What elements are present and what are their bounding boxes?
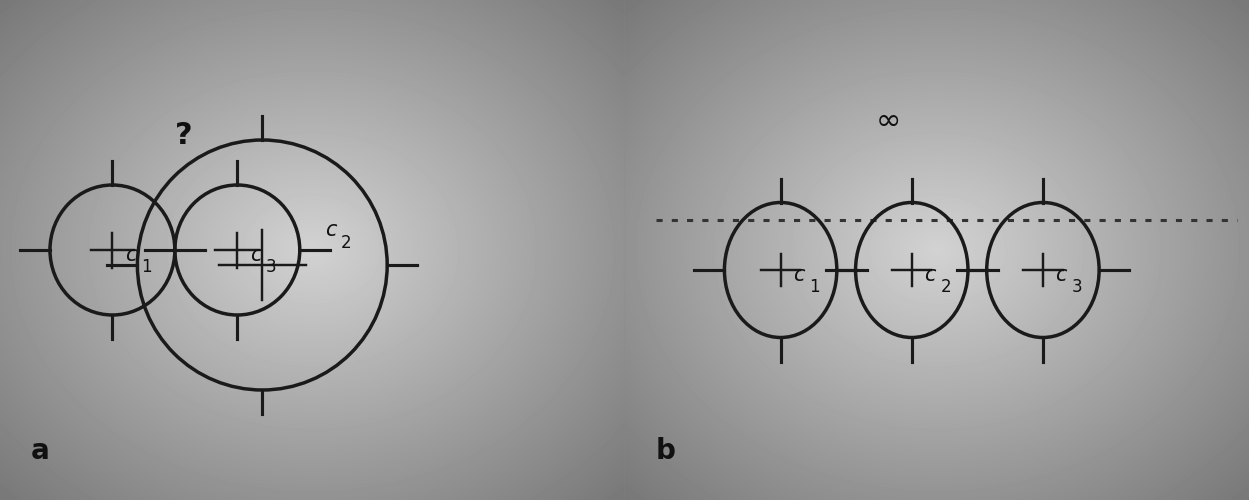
Text: $\infty$: $\infty$ xyxy=(874,106,899,134)
Text: $\mathbf{\mathit{c}}$: $\mathbf{\mathit{c}}$ xyxy=(125,245,139,265)
Text: $\mathbf{\mathit{1}}$: $\mathbf{\mathit{1}}$ xyxy=(140,258,151,276)
Text: $\mathbf{\mathit{c}}$: $\mathbf{\mathit{c}}$ xyxy=(325,220,338,240)
Text: $\mathbf{\mathit{2}}$: $\mathbf{\mathit{2}}$ xyxy=(340,234,351,252)
Text: $\mathbf{\mathit{3}}$: $\mathbf{\mathit{3}}$ xyxy=(1070,278,1083,296)
Text: $\mathbf{\mathit{1}}$: $\mathbf{\mathit{1}}$ xyxy=(809,278,819,296)
Text: $\mathbf{\mathit{c}}$: $\mathbf{\mathit{c}}$ xyxy=(924,265,938,285)
Text: b: b xyxy=(656,437,676,465)
Text: ?: ? xyxy=(175,120,194,150)
Text: $\mathbf{\mathit{2}}$: $\mathbf{\mathit{2}}$ xyxy=(939,278,950,296)
Text: $\mathbf{\mathit{3}}$: $\mathbf{\mathit{3}}$ xyxy=(265,258,277,276)
Text: $\mathbf{\mathit{c}}$: $\mathbf{\mathit{c}}$ xyxy=(1055,265,1069,285)
Text: a: a xyxy=(31,437,50,465)
Text: $\mathbf{\mathit{c}}$: $\mathbf{\mathit{c}}$ xyxy=(250,245,264,265)
Text: $\mathbf{\mathit{c}}$: $\mathbf{\mathit{c}}$ xyxy=(793,265,807,285)
